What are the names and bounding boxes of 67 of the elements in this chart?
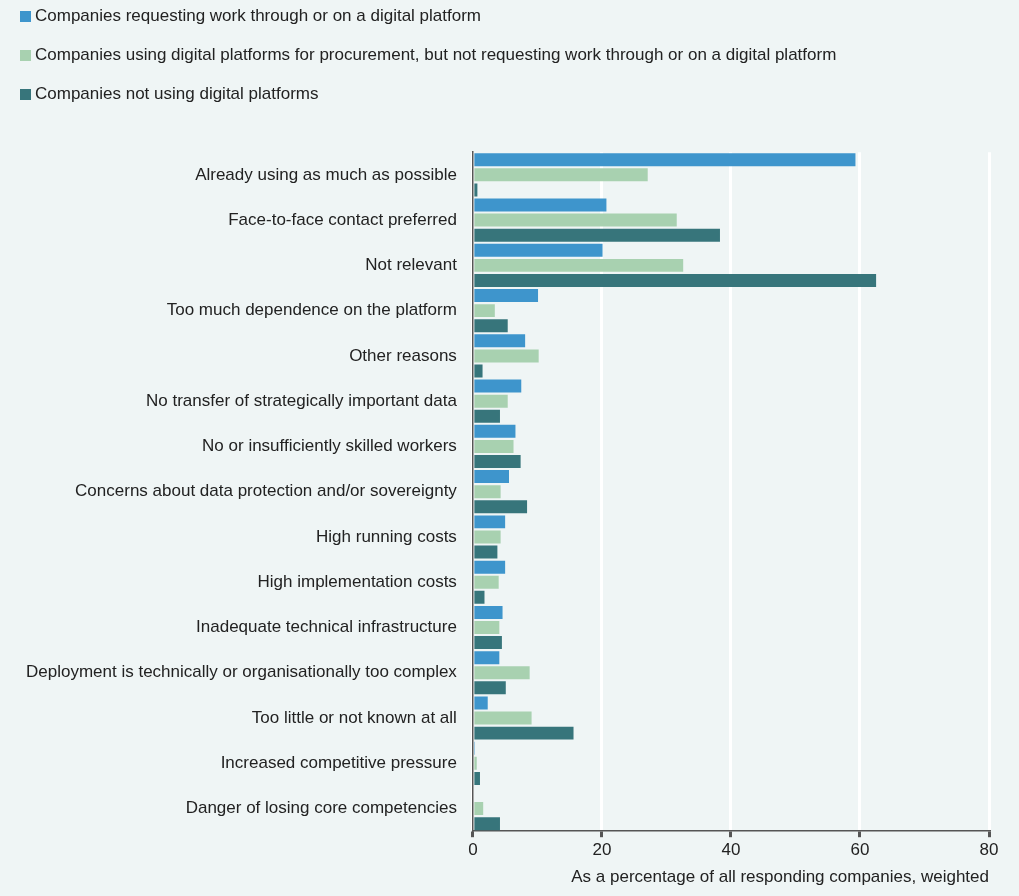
bar bbox=[474, 243, 603, 257]
y-tick-label: Too much dependence on the platform bbox=[166, 300, 457, 320]
bar bbox=[474, 424, 516, 438]
y-tick-label: Other reasons bbox=[349, 345, 457, 365]
bar bbox=[474, 364, 483, 378]
bar bbox=[474, 666, 530, 680]
x-tick-label: 80 bbox=[979, 840, 999, 860]
bar bbox=[474, 636, 502, 650]
bar bbox=[474, 349, 539, 363]
bar bbox=[474, 258, 684, 272]
y-tick-label: Face-to-face contact preferred bbox=[228, 209, 457, 229]
bar bbox=[474, 530, 501, 544]
bar bbox=[474, 771, 480, 785]
bar bbox=[474, 711, 532, 725]
bar bbox=[474, 409, 500, 423]
bar bbox=[474, 394, 508, 408]
bar bbox=[474, 590, 485, 604]
y-tick-label: Increased competitive pressure bbox=[220, 752, 457, 772]
bar bbox=[474, 726, 574, 740]
bar bbox=[474, 319, 508, 333]
bar bbox=[474, 605, 503, 619]
bar bbox=[474, 470, 510, 484]
bar bbox=[474, 485, 501, 499]
bar bbox=[474, 756, 477, 770]
y-tick-label: No or insufficiently skilled workers bbox=[202, 436, 457, 456]
bar bbox=[474, 198, 607, 212]
bar bbox=[474, 500, 528, 514]
bar bbox=[474, 213, 677, 227]
bar bbox=[474, 515, 506, 529]
bar bbox=[474, 455, 521, 469]
x-tick-label: 0 bbox=[468, 840, 478, 860]
y-tick-label: Concerns about data protection and/or sovereignty bbox=[75, 481, 458, 501]
x-tick-label: 40 bbox=[721, 840, 741, 860]
y-tick-label: Danger of losing core competencies bbox=[185, 798, 457, 818]
legend-label: Companies not using digital platforms bbox=[35, 84, 319, 104]
bar bbox=[474, 379, 522, 393]
y-tick-label: Not relevant bbox=[365, 255, 458, 275]
y-tick-label: High running costs bbox=[316, 526, 457, 546]
bar bbox=[474, 560, 506, 574]
y-tick-label: Inadequate technical infrastructure bbox=[196, 617, 457, 637]
bar bbox=[474, 304, 495, 318]
legend-label: Companies requesting work through or on a digital platform bbox=[35, 6, 482, 26]
bar bbox=[474, 545, 498, 559]
bar bbox=[474, 228, 720, 242]
bar bbox=[474, 273, 877, 287]
bar bbox=[474, 334, 526, 348]
legend-label: Companies using digital platforms for procurement, but not requesting work through or on a digital platform bbox=[35, 45, 837, 65]
bar bbox=[474, 153, 856, 167]
bar bbox=[474, 439, 514, 453]
bar bbox=[474, 696, 488, 710]
bar bbox=[474, 681, 506, 695]
bar bbox=[474, 168, 648, 182]
bar bbox=[474, 289, 539, 303]
x-tick-label: 20 bbox=[592, 840, 612, 860]
x-axis-title: As a percentage of all responding companies, weighted bbox=[571, 867, 989, 887]
bar bbox=[474, 651, 500, 665]
bar bbox=[474, 817, 500, 831]
y-tick-label: No transfer of strategically important data bbox=[146, 390, 458, 410]
y-tick-label: High implementation costs bbox=[257, 571, 457, 591]
y-tick-label: Too little or not known at all bbox=[251, 707, 457, 727]
y-tick-label: Deployment is technically or organisationally too complex bbox=[25, 662, 458, 682]
bar bbox=[474, 183, 478, 197]
bar bbox=[474, 575, 499, 589]
y-tick-label: Already using as much as possible bbox=[195, 164, 457, 184]
bar bbox=[474, 802, 484, 816]
bar bbox=[474, 621, 500, 634]
x-tick-label: 60 bbox=[850, 840, 870, 860]
